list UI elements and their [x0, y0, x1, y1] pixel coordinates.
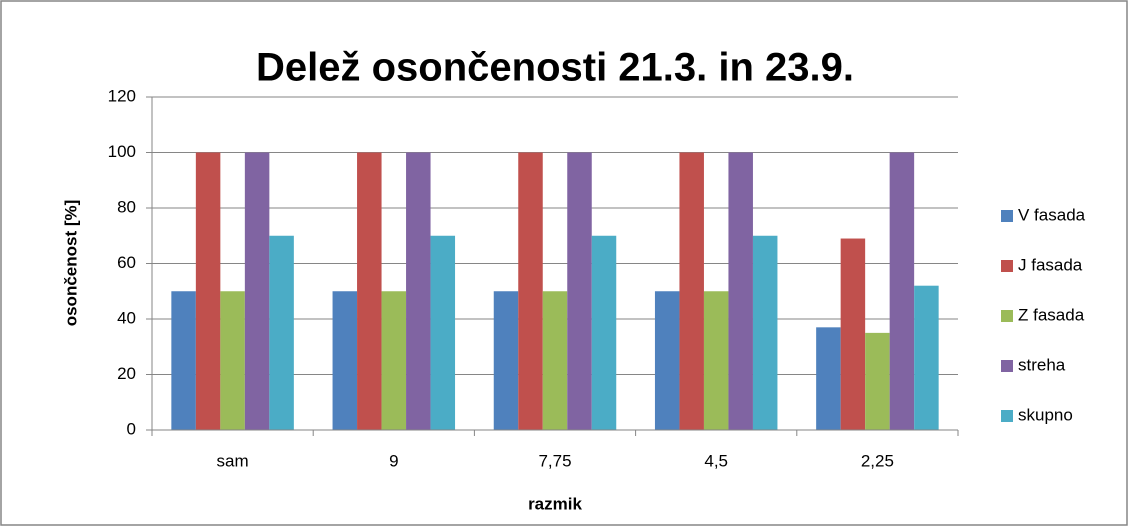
legend-swatch — [1001, 410, 1013, 422]
bar — [542, 291, 568, 430]
bar — [679, 152, 704, 430]
y-tick-label: 60 — [117, 253, 136, 272]
y-tick-label: 80 — [117, 197, 136, 216]
x-tick-label: 2,25 — [861, 451, 894, 470]
bar — [752, 235, 778, 430]
legend-label: Z fasada — [1018, 305, 1085, 324]
x-tick-label: 9 — [389, 451, 398, 470]
bar — [244, 152, 270, 430]
legend-swatch — [1001, 360, 1013, 372]
bar — [171, 291, 196, 430]
y-tick-label: 120 — [108, 86, 136, 105]
bar — [357, 152, 382, 430]
chart-title: Delež osončenosti 21.3. in 23.9. — [256, 46, 854, 90]
x-axis-label: razmik — [528, 494, 582, 513]
bar — [220, 291, 245, 430]
bar — [728, 152, 753, 430]
y-tick-label: 40 — [117, 308, 136, 327]
legend-label: streha — [1018, 355, 1066, 374]
y-tick-label: 100 — [108, 142, 136, 161]
bar — [406, 152, 431, 430]
x-tick-label: sam — [217, 451, 249, 470]
y-axis-label: osončenost [%] — [61, 200, 80, 327]
legend-label: J fasada — [1018, 255, 1083, 274]
legend-swatch — [1001, 260, 1013, 272]
legend-label: skupno — [1018, 405, 1073, 424]
bar — [840, 238, 866, 430]
legend-label: V fasada — [1018, 205, 1086, 224]
bar — [195, 152, 221, 430]
bar — [493, 291, 519, 430]
x-tick-label: 7,75 — [538, 451, 571, 470]
bar — [703, 291, 729, 430]
bar — [381, 291, 407, 430]
bar — [269, 235, 294, 430]
y-tick-label: 0 — [127, 419, 136, 438]
bar — [865, 332, 890, 430]
x-tick-label: 4,5 — [704, 451, 728, 470]
bar — [654, 291, 680, 430]
legend-swatch — [1001, 310, 1013, 322]
bar — [567, 152, 592, 430]
bar — [889, 152, 915, 430]
bar — [591, 235, 617, 430]
bar — [914, 285, 939, 430]
y-tick-label: 20 — [117, 364, 136, 383]
legend-swatch — [1001, 210, 1013, 222]
bar — [332, 291, 358, 430]
bar — [518, 152, 543, 430]
bar — [816, 327, 841, 430]
bar — [430, 235, 456, 430]
